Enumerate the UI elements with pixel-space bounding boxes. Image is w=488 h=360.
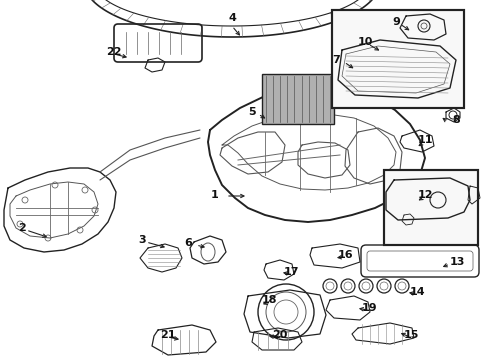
Text: 21: 21 (160, 330, 175, 340)
Text: 19: 19 (361, 303, 377, 313)
Text: 11: 11 (417, 135, 433, 145)
Text: 5: 5 (247, 107, 255, 117)
Text: 22: 22 (106, 47, 121, 57)
Bar (383, 170, 477, 245)
Text: 16: 16 (337, 250, 353, 260)
Text: 13: 13 (449, 257, 465, 267)
Text: 14: 14 (409, 287, 425, 297)
Text: 20: 20 (271, 330, 287, 340)
Text: 2: 2 (18, 223, 26, 233)
Text: 1: 1 (210, 190, 218, 200)
Text: 6: 6 (184, 238, 192, 248)
Text: 7: 7 (331, 55, 339, 65)
Text: 18: 18 (262, 295, 277, 305)
Bar (383, 170, 477, 245)
Text: 17: 17 (284, 267, 299, 277)
Text: 8: 8 (451, 115, 459, 125)
Text: 9: 9 (391, 17, 399, 27)
Text: 4: 4 (227, 13, 235, 23)
Text: 10: 10 (357, 37, 373, 47)
Bar (262, 74, 333, 124)
Bar (331, 10, 463, 108)
Text: 15: 15 (403, 330, 419, 340)
Text: 12: 12 (417, 190, 433, 200)
Text: 3: 3 (138, 235, 145, 245)
Bar (331, 10, 463, 108)
